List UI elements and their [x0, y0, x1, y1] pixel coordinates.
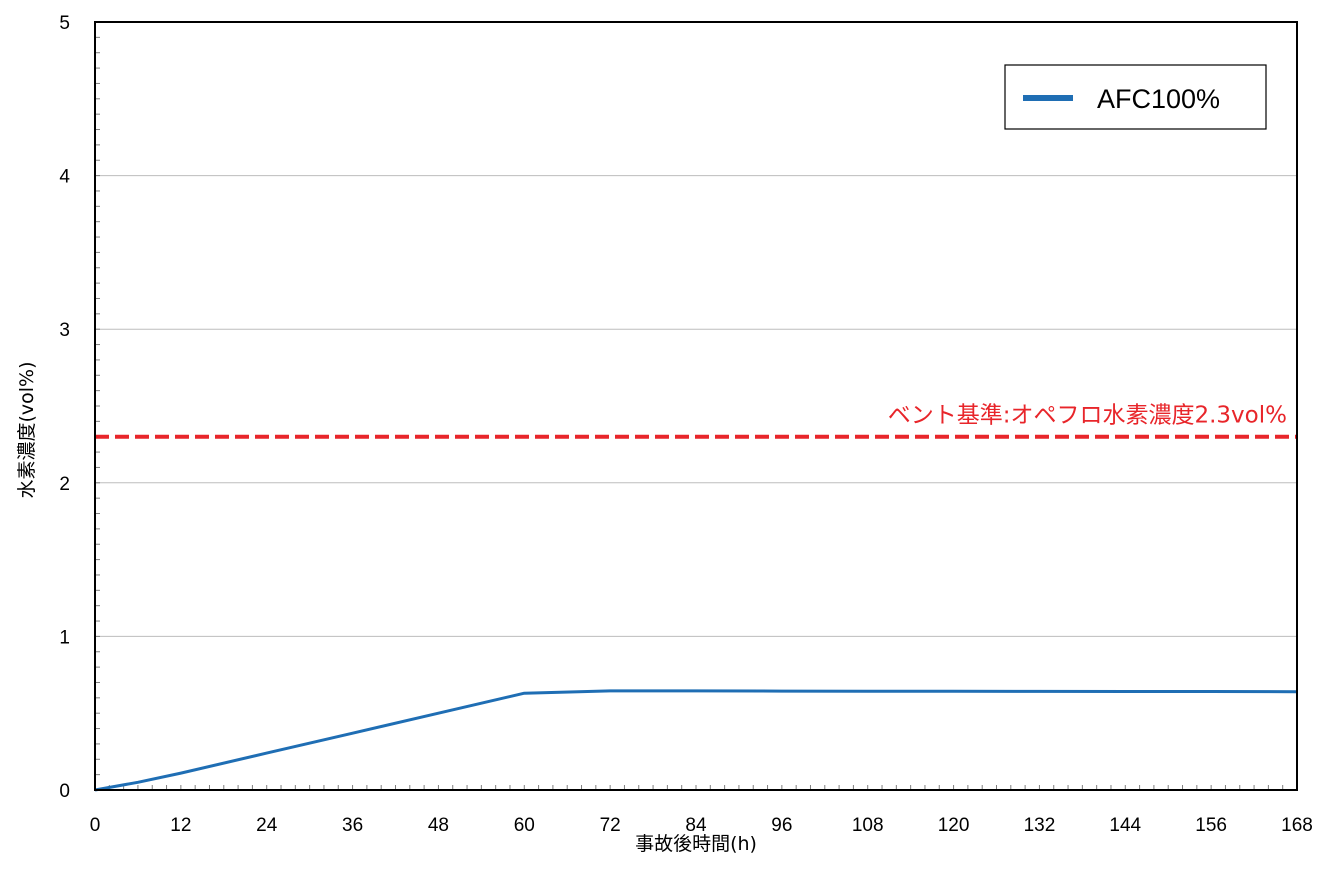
x-tick-label: 72 — [600, 815, 621, 836]
legend-label: AFC100% — [1097, 84, 1220, 114]
x-tick-label: 24 — [256, 815, 278, 836]
x-tick-label: 120 — [938, 815, 970, 836]
x-tick-label: 60 — [514, 815, 535, 836]
y-tick-label: 1 — [59, 627, 70, 648]
series-lines — [94, 689, 1298, 792]
y-tick-label: 0 — [59, 781, 70, 802]
y-axis-title: 水素濃度(vol%) — [16, 361, 38, 498]
x-tick-label: 0 — [90, 815, 101, 836]
x-axis-ticks: 0 12 24 36 48 60 72 84 96 108 120 132 144 156 168 — [90, 815, 1313, 836]
x-tick-label: 132 — [1024, 815, 1056, 836]
gridlines — [95, 175, 1297, 637]
vent-threshold-label: ベント基準:オペフロ水素濃度2.3vol% — [888, 403, 1287, 429]
series-line-afc100 — [94, 689, 1298, 792]
y-tick-label: 4 — [59, 167, 70, 188]
x-tick-label: 168 — [1281, 815, 1313, 836]
x-axis-title: 事故後時間(h) — [635, 833, 757, 855]
x-tick-label: 144 — [1109, 815, 1141, 836]
x-tick-label: 108 — [852, 815, 884, 836]
x-tick-label: 48 — [428, 815, 449, 836]
x-tick-label: 96 — [771, 815, 792, 836]
y-tick-label: 5 — [59, 13, 70, 34]
y-tick-label: 2 — [59, 474, 70, 495]
y-axis-ticks: 0 1 2 3 4 5 — [59, 13, 70, 802]
legend: AFC100% — [1004, 64, 1267, 130]
reference-lines: ベント基準:オペフロ水素濃度2.3vol% — [95, 403, 1297, 439]
x-tick-label: 12 — [170, 815, 191, 836]
plot-area-frame — [94, 21, 1298, 791]
y-tick-label: 3 — [59, 320, 70, 341]
x-tick-label: 156 — [1195, 815, 1227, 836]
x-tick-label: 84 — [685, 815, 707, 836]
x-tick-label: 36 — [342, 815, 363, 836]
